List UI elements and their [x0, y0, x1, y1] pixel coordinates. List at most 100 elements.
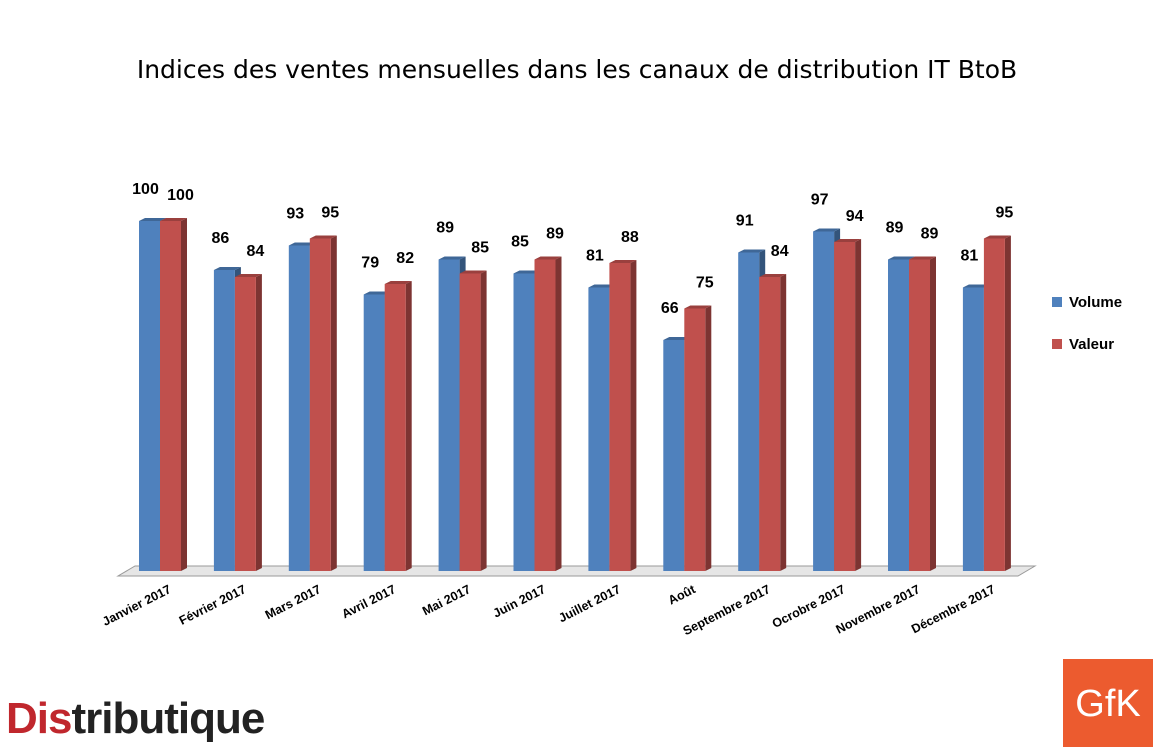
- bar-valeur: [909, 256, 936, 571]
- svg-text:Distributique: Distributique: [6, 694, 264, 743]
- data-label-volume: 79: [361, 255, 379, 272]
- bar-top: [909, 256, 936, 260]
- bar-valeur: [534, 256, 562, 571]
- legend-label: Valeur: [1069, 336, 1114, 353]
- bar-side: [630, 260, 637, 571]
- bar-top: [534, 256, 562, 260]
- bar-valeur: [384, 281, 412, 571]
- x-tick-label: Mai 2017: [420, 582, 473, 618]
- data-label-valeur: 75: [696, 275, 714, 292]
- legend-item-valeur: Valeur: [1052, 336, 1114, 353]
- data-label-volume: 86: [212, 230, 230, 247]
- bar-top: [160, 218, 187, 221]
- bar-top: [588, 284, 616, 288]
- bar-front: [234, 277, 256, 571]
- gfk-logo: GfK: [1063, 659, 1153, 747]
- x-tick-label: Avril 2017: [339, 582, 398, 621]
- data-label-volume: 89: [886, 220, 904, 237]
- bar-front: [309, 238, 331, 571]
- data-label-valeur: 88: [621, 229, 639, 246]
- x-tick-label: Juin 2017: [491, 582, 548, 620]
- bar-front: [588, 287, 610, 571]
- bar-valeur: [983, 235, 1011, 571]
- chart-title: Indices des ventes mensuelles dans les c…: [137, 55, 1017, 84]
- data-labels-layer: 100 100 86 84 93 95 79 82 89 85 85 89 81 88 66 75 91 84 97…: [132, 181, 1013, 317]
- data-label-valeur: 94: [846, 208, 864, 225]
- legend: Volume Valeur: [1052, 294, 1122, 353]
- bar-front: [813, 231, 835, 571]
- data-label-volume: 100: [132, 181, 159, 198]
- bar-front: [384, 284, 406, 571]
- bar-top: [983, 235, 1011, 239]
- data-label-valeur: 82: [396, 250, 414, 267]
- bar-top: [384, 281, 412, 284]
- bar-valeur: [309, 235, 337, 571]
- distributique-logo-rest: tributique: [71, 694, 264, 743]
- x-tick-label: Février 2017: [177, 582, 248, 628]
- distributique-logo: Distributique: [6, 694, 265, 743]
- bar-side: [780, 274, 787, 571]
- gfk-logo-stripe: [1063, 659, 1153, 747]
- data-label-valeur: 95: [321, 205, 339, 222]
- bar-front: [962, 287, 984, 571]
- bar-valeur: [834, 239, 862, 571]
- bar-front: [759, 277, 781, 571]
- bar-top: [738, 249, 766, 253]
- gfk-logo-background: [1063, 659, 1153, 747]
- bar-front: [609, 263, 631, 571]
- bar-side: [855, 239, 862, 571]
- legend-label: Volume: [1069, 294, 1122, 311]
- bar-top: [813, 228, 841, 232]
- bar-side: [181, 218, 187, 571]
- bar-front: [160, 221, 181, 571]
- bar-valeur: [684, 305, 712, 571]
- bar-top: [684, 305, 712, 309]
- bar-top: [234, 274, 262, 277]
- x-tick-label: Décembre 2017: [909, 582, 997, 636]
- bar-valeur: [459, 270, 487, 571]
- bar-top: [888, 256, 915, 260]
- bar-front: [459, 273, 481, 571]
- legend-item-volume: Volume: [1052, 294, 1122, 311]
- bar-front: [139, 221, 160, 571]
- bar-top: [609, 260, 637, 263]
- bar-front: [684, 308, 706, 571]
- data-label-volume: 66: [661, 300, 679, 317]
- bar-front: [438, 259, 460, 571]
- bar-top: [759, 274, 787, 277]
- bar-front: [288, 245, 310, 571]
- x-tick-label: Mars 2017: [263, 582, 323, 622]
- bar-top: [213, 267, 241, 270]
- bar-top: [513, 270, 541, 274]
- data-label-valeur: 89: [921, 226, 939, 243]
- bar-side: [705, 305, 712, 571]
- legend-swatch: [1052, 297, 1062, 307]
- data-label-valeur: 89: [546, 226, 564, 243]
- x-tick-label: Novembre 2017: [834, 582, 923, 636]
- legend-swatch: [1052, 339, 1062, 349]
- bar-top: [459, 270, 487, 274]
- bar-front: [983, 238, 1005, 571]
- data-label-volume: 91: [736, 213, 754, 230]
- bar-valeur: [759, 274, 787, 571]
- data-label-valeur: 84: [771, 243, 789, 260]
- bar-side: [555, 256, 562, 571]
- bar-valeur: [160, 218, 187, 571]
- bars-layer: [139, 218, 1011, 571]
- chart-floor: [116, 565, 1037, 577]
- bar-front: [834, 242, 856, 571]
- bar-side: [1004, 235, 1011, 571]
- bar-valeur: [234, 274, 262, 571]
- bar-valeur: [609, 260, 637, 571]
- bar-top: [139, 218, 166, 221]
- bar-top: [288, 242, 316, 246]
- bar-top: [834, 239, 862, 242]
- data-label-volume: 81: [961, 248, 979, 265]
- data-label-volume: 81: [586, 248, 604, 265]
- bar-top: [962, 284, 990, 288]
- bar-side: [330, 235, 337, 571]
- x-tick-label: Août: [666, 582, 698, 608]
- bar-front: [738, 252, 760, 571]
- data-label-valeur: 100: [167, 187, 194, 204]
